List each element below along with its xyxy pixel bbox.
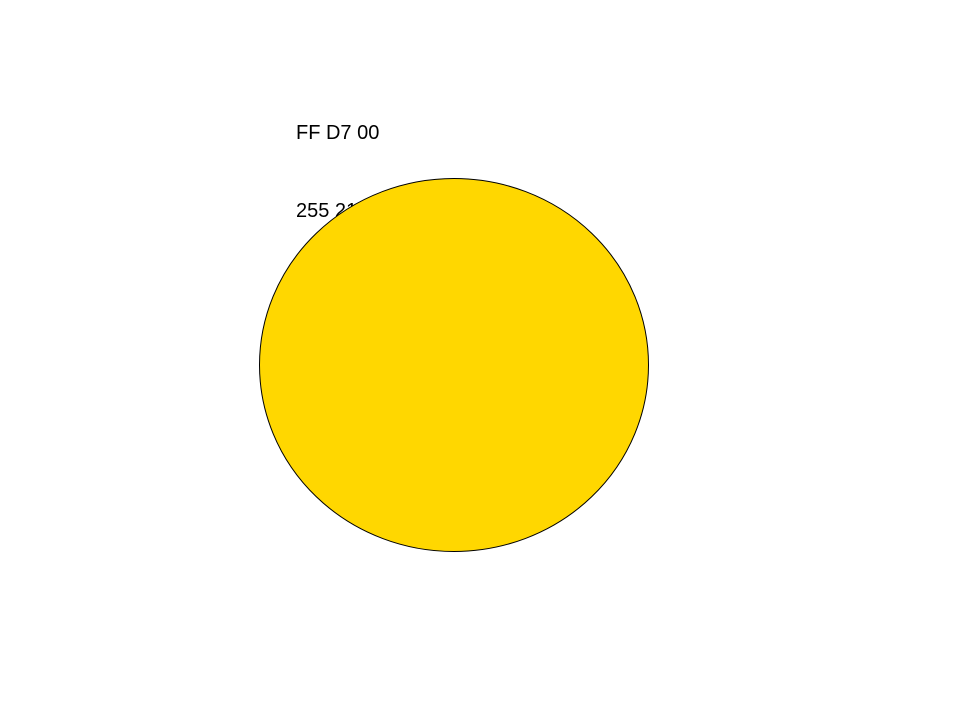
swatch-ellipse-shape: [259, 178, 649, 552]
hex-value-text: FF D7 00: [296, 122, 380, 144]
color-swatch-ellipse: [259, 178, 649, 552]
